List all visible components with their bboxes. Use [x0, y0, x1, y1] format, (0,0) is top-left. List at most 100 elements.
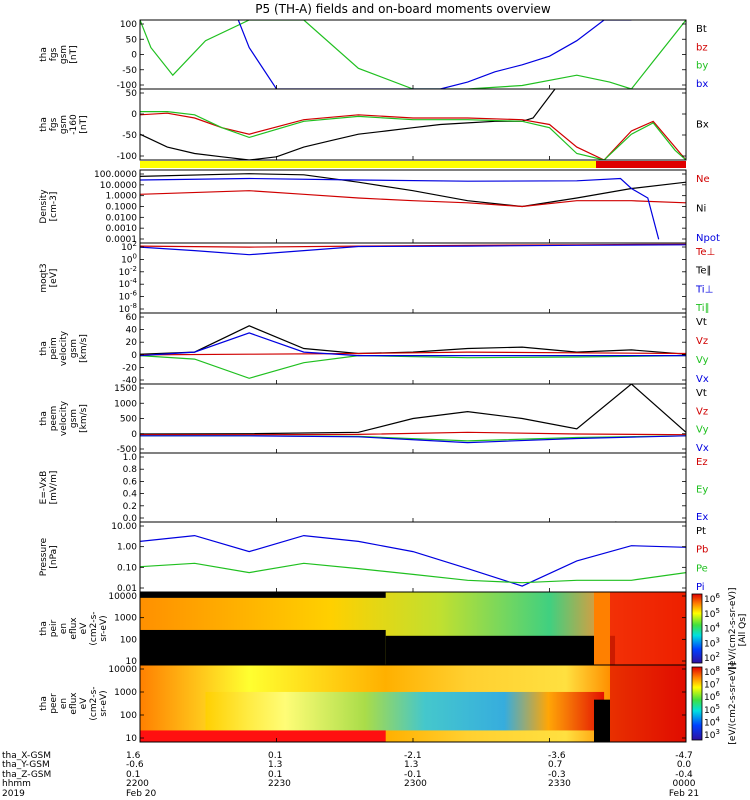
y-tick-label: 0.0 — [123, 514, 138, 524]
y-axis-label: gsm — [59, 115, 69, 134]
panel-series — [140, 173, 686, 240]
y-axis-label: gsm — [69, 409, 79, 428]
y-axis-label: [eV] — [49, 269, 59, 288]
spectrogram-body — [140, 665, 686, 742]
series-Vx — [140, 332, 686, 357]
y-axis-label: eV — [79, 622, 89, 635]
y-axis-label: [nT] — [69, 45, 79, 63]
colorbar-tick-label: 105 — [704, 703, 720, 716]
y-tick-label: 1.0000 — [106, 192, 138, 202]
panel-series — [140, 534, 686, 587]
series-Ti — [140, 244, 686, 256]
legend-entry: Vx — [696, 374, 709, 385]
series-Ni — [140, 173, 686, 208]
y-axis-label: E=-VxB — [39, 471, 49, 505]
panel-series — [140, 325, 686, 379]
y-axis-label: Pressure — [39, 537, 49, 576]
panel-frame — [139, 19, 687, 90]
y-axis-label: velocity — [59, 400, 69, 436]
y-tick-label: 500 — [120, 415, 137, 425]
y-tick-label: 40 — [126, 326, 138, 336]
legend-entry: Vz — [696, 406, 708, 417]
y-axis-label: sr-eV) — [99, 690, 109, 716]
legend-entry: by — [696, 61, 708, 72]
ephemeris-value: 0.1 — [268, 751, 282, 761]
y-tick-label: 1000 — [114, 399, 137, 409]
panel-3: 100.000010.00001.00000.10000.01000.00100… — [39, 169, 720, 245]
colorbar-title: [All Qs] — [738, 614, 748, 647]
y-tick-label: 10 — [126, 657, 138, 667]
legend-entry: Vt — [696, 388, 707, 399]
series-red — [140, 112, 686, 160]
ephemeris-value: 1.6 — [126, 751, 141, 761]
y-tick-label: 0.1000 — [106, 203, 138, 213]
series-Ne — [140, 190, 686, 208]
ephemeris-value: -0.4 — [675, 770, 693, 780]
series-black — [140, 89, 556, 160]
ephemeris-value: 0.0 — [677, 760, 692, 770]
colorbar-tick-label: 107 — [704, 678, 720, 691]
y-tick-label: 1000 — [114, 614, 137, 624]
y-axis-label: tha — [39, 696, 49, 711]
colorbar-tick-label: 103 — [704, 728, 720, 741]
y-tick-label: 10-2 — [119, 265, 137, 278]
colorbar-tick-label: 106 — [704, 592, 720, 605]
legend-entry: Vz — [696, 336, 708, 347]
series-Vx — [140, 435, 686, 444]
y-tick-label: 50 — [126, 35, 138, 45]
y-tick-label: 1.0 — [123, 453, 138, 463]
date-label: Feb 20 — [126, 789, 157, 799]
panel-frame — [139, 242, 687, 314]
colorbar-tick-label: 105 — [704, 607, 720, 620]
y-axis-label: (cm2-s- — [89, 686, 99, 720]
y-axis-label: sr-eV) — [99, 615, 109, 641]
legend-entry: Ni — [696, 204, 706, 215]
ephemeris-value: -3.6 — [548, 751, 566, 761]
y-tick-label: 50 — [126, 89, 138, 99]
y-tick-label: 0.10 — [117, 563, 137, 573]
colorbar-label: [eV/(cm2-s-sr-eV)] — [728, 662, 738, 744]
spectrogram-body — [140, 592, 686, 665]
ephemeris-row-label: tha_X-GSM — [2, 751, 51, 761]
ephemeris-value: 0.1 — [126, 770, 140, 780]
time-tick-label: 2330 — [548, 779, 571, 789]
y-axis-label: [km/s] — [79, 404, 89, 433]
colorbar-label: [eV/(cm2-s-sr-eV)] — [728, 587, 738, 669]
colorbar-tick-label: 104 — [704, 715, 720, 728]
y-tick-label: 0.01 — [117, 584, 137, 594]
ephemeris-value: -0.3 — [548, 770, 566, 780]
spectrogram-ion-top — [140, 592, 386, 598]
y-tick-label: 0.2 — [123, 502, 137, 512]
series-Vz — [140, 351, 686, 356]
legend-entry: Pi — [696, 582, 705, 593]
y-tick-label: 0.6 — [123, 477, 138, 487]
mode-bar-fast — [596, 161, 686, 168]
panel-7: 1.0 0.8 0.6 0.4 0.2 0.0 E=-VxB [mV/m] Ez Ey Ex — [39, 452, 708, 524]
series-green — [140, 110, 686, 160]
spectrogram-ion-noise — [385, 635, 616, 665]
series-black — [615, 521, 628, 522]
ephemeris-value: 0.7 — [548, 760, 562, 770]
y-tick-label: 10000 — [108, 592, 137, 602]
legend-entry: Ti⊥ — [695, 284, 713, 295]
time-tick-label: 0000 — [673, 779, 696, 789]
legend-entry: Ez — [696, 457, 708, 468]
legend-entry: Te⊥ — [695, 247, 715, 258]
series-Npot — [140, 177, 660, 240]
date-label: Feb 21 — [669, 789, 699, 799]
panel-frame — [139, 521, 687, 593]
y-axis-label: [mV/m] — [49, 471, 59, 505]
y-tick-label: 0.0010 — [106, 224, 138, 234]
y-axis-label: eflux — [69, 617, 79, 640]
series-by — [140, 20, 686, 89]
y-axis-label: eV — [79, 697, 89, 710]
ephemeris-value: -0.6 — [126, 760, 144, 770]
y-tick-label: -50 — [122, 131, 137, 141]
legend-entry: Vy — [696, 425, 709, 436]
legend-entry: Vy — [696, 355, 709, 366]
y-axis-label: gsm — [69, 339, 79, 358]
y-tick-label: 10 — [126, 734, 138, 744]
